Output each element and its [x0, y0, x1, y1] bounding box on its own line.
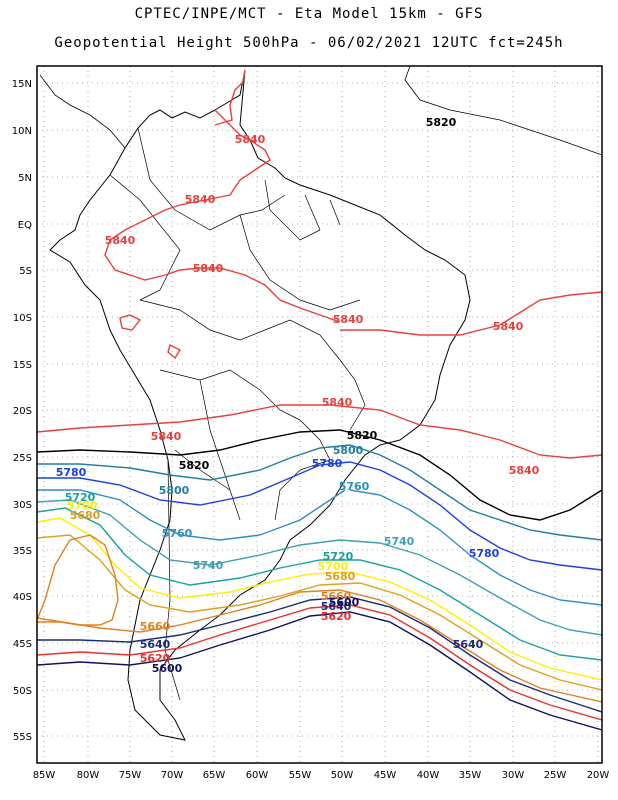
chart-title: CPTEC/INPE/MCT - Eta Model 15km - GFS — [134, 6, 484, 22]
contour-label-5760: 5760 — [339, 480, 370, 493]
chart-subtitle: Geopotential Height 500hPa - 06/02/2021 … — [54, 35, 564, 51]
contour-labels: 5820 5840 5840 5840 5840 5840 5840 5840 5840 5820… — [56, 116, 540, 675]
contour-label-5840: 5840 — [333, 313, 364, 326]
lat-tick-label: 40S — [13, 592, 32, 603]
contour-label-5780: 5780 — [312, 457, 343, 470]
contour-label-5840: 5840 — [193, 262, 224, 275]
contour-label-5720: 5720 — [65, 491, 96, 504]
lat-tick-label: 30S — [13, 500, 32, 511]
contour-5720 — [37, 507, 602, 661]
lat-tick-label: 10S — [13, 313, 32, 324]
contour-label-5840: 5840 — [322, 396, 353, 409]
lat-tick-label: 5N — [18, 173, 32, 184]
contour-5840 — [340, 291, 602, 336]
contour-label-5740: 5740 — [193, 559, 224, 572]
lon-tick-label: 45W — [374, 770, 397, 781]
contour-label-5700: 5700 — [318, 560, 349, 573]
contour-5700 — [37, 517, 602, 681]
contour-5800 — [37, 444, 602, 541]
contour-label-5620: 5620 — [321, 610, 352, 623]
lat-tick-label: 45S — [13, 639, 32, 650]
contour-5760 — [37, 489, 346, 541]
contour-label-5840: 5840 — [105, 234, 136, 247]
lon-tick-label: 80W — [77, 770, 100, 781]
lat-tick-label: 15S — [13, 360, 32, 371]
lon-tick-label: 70W — [161, 770, 184, 781]
contour-label-5740: 5740 — [384, 535, 415, 548]
country-borders — [109, 127, 366, 701]
lat-tick-label: 25S — [13, 453, 32, 464]
contour-label-5840: 5840 — [493, 320, 524, 333]
contour-5680 — [37, 534, 602, 691]
lat-tick-label: EQ — [18, 220, 32, 231]
contour-5840 — [119, 314, 142, 331]
contour-label-5820: 5820 — [179, 459, 210, 472]
contour-label-5660: 5660 — [321, 590, 352, 603]
lon-tick-label: 55W — [289, 770, 312, 781]
contour-label-5660: 5660 — [140, 620, 171, 633]
contour-label-5780: 5780 — [56, 466, 87, 479]
contour-5840 — [37, 404, 602, 459]
contour-5820 — [37, 429, 602, 521]
contour-label-5680: 5680 — [325, 570, 356, 583]
contour-5640 — [37, 596, 602, 713]
lon-tick-label: 35W — [459, 770, 482, 781]
contour-label-5800: 5800 — [333, 444, 364, 457]
axis-ticks: 15N 10N 5N EQ 5S 10S 15S 20S 25S 30S 35S 40S 45S 50S 5… — [12, 79, 610, 781]
contour-label-5600: 5600 — [152, 662, 183, 675]
contour-label-5700: 5700 — [67, 499, 98, 512]
lon-tick-label: 85W — [33, 770, 56, 781]
contour-label-5760: 5760 — [162, 527, 193, 540]
contour-label-5840: 5840 — [185, 193, 216, 206]
lat-tick-label: 55S — [13, 732, 32, 743]
contour-label-5780: 5780 — [469, 547, 500, 560]
map-frame-bg — [37, 66, 602, 763]
contour-5840 — [214, 69, 246, 126]
central-america-coastline — [39, 74, 126, 149]
lon-tick-label: 75W — [119, 770, 142, 781]
contour-label-5800: 5800 — [159, 484, 190, 497]
contour-label-5840: 5840 — [151, 430, 182, 443]
lon-tick-label: 20W — [587, 770, 610, 781]
lat-tick-label: 10N — [12, 126, 32, 137]
lon-tick-label: 30W — [502, 770, 525, 781]
contour-label-5840: 5840 — [235, 133, 266, 146]
contour-5840 — [104, 109, 341, 323]
lat-tick-label: 20S — [13, 406, 32, 417]
lon-tick-label: 65W — [203, 770, 226, 781]
africa-coastline — [404, 66, 602, 156]
contour-5660 — [37, 589, 602, 703]
lat-tick-label: 5S — [19, 266, 32, 277]
south-america-coastline — [49, 69, 471, 741]
contour-5620 — [37, 604, 602, 721]
contour-5840 — [167, 343, 182, 360]
contour-label-5820: 5820 — [426, 116, 457, 129]
contour-5760 — [349, 489, 602, 606]
lat-tick-label: 50S — [13, 686, 32, 697]
lat-tick-label: 35S — [13, 546, 32, 557]
map-frame-border — [36, 65, 603, 764]
contour-label-5640: 5640 — [453, 638, 484, 651]
contour-label-5840: 5840 — [509, 464, 540, 477]
contour-label-5620: 5620 — [140, 652, 171, 665]
lon-tick-label: 50W — [331, 770, 354, 781]
lon-tick-label: 25W — [544, 770, 567, 781]
lat-tick-label: 15N — [12, 79, 32, 90]
contour-5780 — [37, 461, 602, 571]
lon-tick-label: 40W — [417, 770, 440, 781]
contour-5740 — [37, 499, 602, 636]
contour-label-5820: 5820 — [347, 429, 378, 442]
contour-label-5600: 5600 — [329, 596, 360, 609]
contour-label-5680: 5680 — [70, 509, 101, 522]
contour-label-5640: 5640 — [140, 638, 171, 651]
lon-tick-label: 60W — [246, 770, 269, 781]
contour-5600 — [37, 611, 602, 731]
contour-label-5720: 5720 — [323, 550, 354, 563]
contour-label-5640: 5640 — [321, 600, 352, 613]
